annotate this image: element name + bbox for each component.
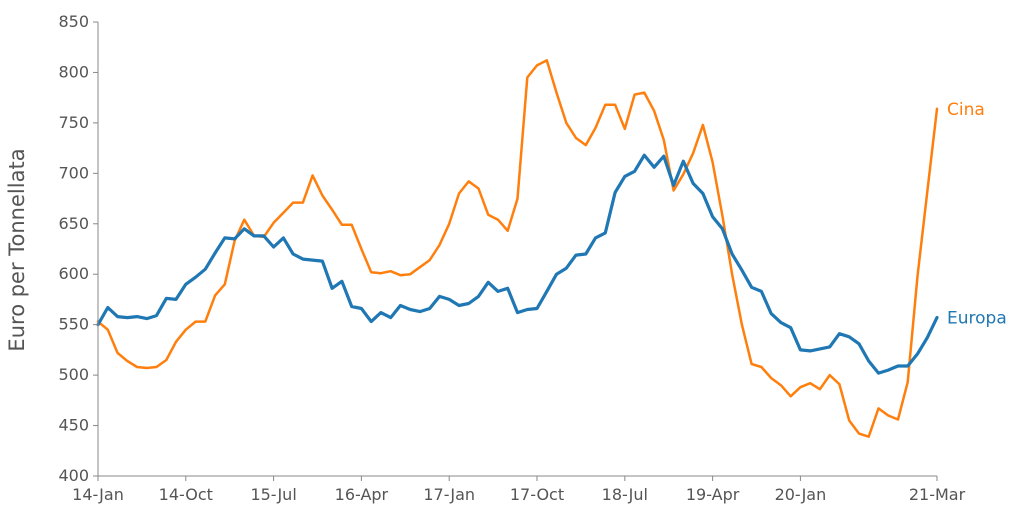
x-tick-label: 17-Jan bbox=[423, 485, 475, 504]
y-tick-label: 400 bbox=[58, 466, 89, 485]
x-tick-label: 14-Oct bbox=[159, 485, 213, 504]
x-tick-label: 14-Jan bbox=[72, 485, 124, 504]
x-tick-label: 15-Jul bbox=[250, 485, 296, 504]
y-tick-label: 450 bbox=[58, 416, 89, 435]
y-tick-label: 700 bbox=[58, 163, 89, 182]
y-tick-label: 550 bbox=[58, 315, 89, 334]
series-labels: Cina Europa bbox=[947, 100, 1007, 329]
y-tick-label: 500 bbox=[58, 365, 89, 384]
x-tick-label: 18-Jul bbox=[602, 485, 648, 504]
y-tick-label: 650 bbox=[58, 214, 89, 233]
x-tick-label: 17-Oct bbox=[510, 485, 564, 504]
y-tick-label: 750 bbox=[58, 113, 89, 132]
series-line-europa bbox=[96, 153, 939, 375]
y-axis-ticks: 400 450 500 550 600 650 700 750 800 850 bbox=[58, 12, 98, 485]
series-line-cina bbox=[96, 59, 939, 438]
x-tick-label: 19-Apr bbox=[686, 485, 740, 504]
x-axis-ticks: 14-Jan 14-Oct 15-Jul 16-Apr 17-Jan 17-Oct 18-J… bbox=[72, 476, 966, 504]
y-tick-label: 600 bbox=[58, 264, 89, 283]
y-axis-title: Euro per Tonnellata bbox=[5, 148, 29, 351]
x-tick-label: 20-Jan bbox=[775, 485, 827, 504]
y-tick-label: 800 bbox=[58, 62, 89, 81]
y-tick-label: 850 bbox=[58, 12, 89, 31]
x-tick-label: 16-Apr bbox=[335, 485, 389, 504]
series-label-europa: Europa bbox=[947, 309, 1007, 329]
series-layer bbox=[96, 59, 939, 438]
x-tick-label: 21-Mar bbox=[909, 485, 966, 504]
series-label-cina: Cina bbox=[947, 100, 985, 120]
